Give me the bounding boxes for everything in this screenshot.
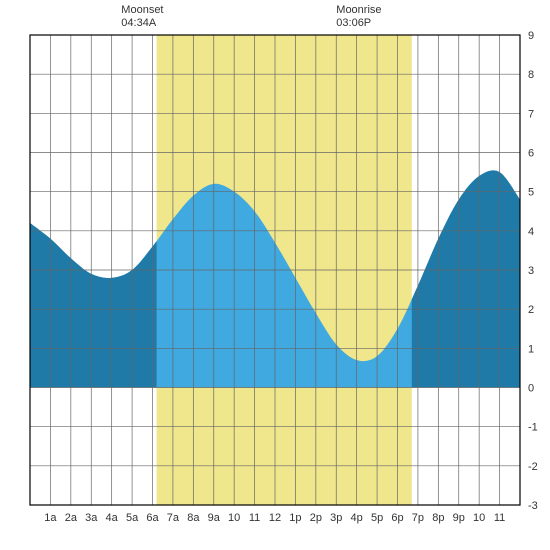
svg-text:6p: 6p (391, 512, 403, 524)
svg-text:4: 4 (528, 226, 534, 238)
svg-text:4p: 4p (351, 512, 363, 524)
svg-text:8p: 8p (432, 512, 444, 524)
svg-text:7: 7 (528, 108, 534, 120)
svg-text:7p: 7p (412, 512, 424, 524)
moonset-title: Moonset (121, 4, 163, 17)
svg-text:6a: 6a (146, 512, 159, 524)
svg-text:8: 8 (528, 69, 534, 81)
svg-text:7a: 7a (167, 512, 180, 524)
svg-text:11: 11 (249, 512, 260, 524)
svg-text:5a: 5a (126, 512, 139, 524)
svg-text:12: 12 (269, 512, 281, 524)
svg-text:9p: 9p (453, 512, 465, 524)
svg-text:11: 11 (494, 512, 505, 524)
svg-text:10: 10 (473, 512, 485, 524)
moonrise-annotation: Moonrise 03:06P (336, 4, 381, 30)
svg-text:1a: 1a (44, 512, 57, 524)
svg-text:1p: 1p (289, 512, 301, 524)
svg-text:8a: 8a (187, 512, 200, 524)
svg-text:9: 9 (528, 30, 534, 42)
svg-text:0: 0 (528, 383, 534, 395)
moonset-annotation: Moonset 04:34A (121, 4, 163, 30)
svg-text:-2: -2 (528, 461, 538, 473)
tide-chart: -3-2-101234567891a2a3a4a5a6a7a8a9a101112… (0, 0, 550, 550)
svg-text:3p: 3p (330, 512, 342, 524)
svg-text:10: 10 (228, 512, 240, 524)
svg-text:4a: 4a (106, 512, 119, 524)
svg-text:2a: 2a (65, 512, 78, 524)
moonrise-time: 03:06P (336, 17, 381, 30)
moonrise-title: Moonrise (336, 4, 381, 17)
svg-text:5: 5 (528, 187, 534, 199)
svg-text:2: 2 (528, 304, 534, 316)
svg-text:1: 1 (528, 343, 534, 355)
svg-text:6: 6 (528, 148, 534, 160)
svg-text:5p: 5p (371, 512, 383, 524)
svg-text:3: 3 (528, 265, 534, 277)
svg-text:2p: 2p (310, 512, 322, 524)
svg-text:-1: -1 (528, 422, 538, 434)
moonset-time: 04:34A (121, 17, 163, 30)
svg-text:9a: 9a (208, 512, 221, 524)
chart-svg: -3-2-101234567891a2a3a4a5a6a7a8a9a101112… (0, 0, 550, 550)
svg-text:-3: -3 (528, 500, 538, 512)
svg-text:3a: 3a (85, 512, 98, 524)
